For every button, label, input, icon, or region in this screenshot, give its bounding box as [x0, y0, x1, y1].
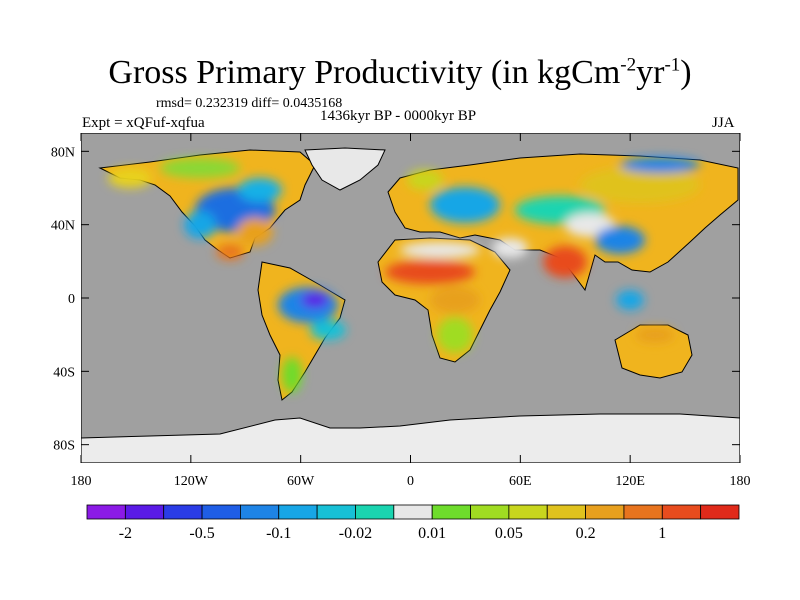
stats-label: rmsd= 0.232319 diff= 0.0435168 — [156, 96, 343, 111]
colorbar-swatch — [201, 504, 241, 520]
x-tick-label: 120W — [174, 474, 209, 489]
y-axis-ticks: 80N 40N 0 40S 80S — [51, 145, 740, 454]
land-greenland — [304, 147, 386, 191]
blob-southam-south — [282, 357, 302, 393]
x-tick-label: 0 — [407, 474, 414, 489]
y-tick-label: 40N — [51, 219, 75, 234]
colorbar-swatch — [355, 504, 395, 520]
colorbar-label: -2 — [119, 525, 132, 542]
blob-canada-north — [160, 158, 240, 178]
blob-europe — [430, 187, 500, 223]
blob-sahara — [400, 242, 480, 258]
y-tick-label: 40S — [53, 365, 75, 380]
colorbar-labels: -2 -0.5 -0.1 -0.02 0.01 0.05 0.2 1 — [119, 525, 667, 542]
blob-central-africa — [430, 286, 480, 314]
x-tick-label: 180 — [71, 474, 92, 489]
blob-amazon-core — [301, 292, 329, 308]
colorbar-swatch — [393, 504, 433, 520]
blob-hudson — [238, 178, 282, 202]
blob-alaska — [108, 168, 152, 188]
y-tick-label: 80S — [53, 439, 75, 454]
x-tick-label: 60W — [287, 474, 315, 489]
blob-india — [543, 246, 587, 278]
colorbar-swatch — [431, 504, 471, 520]
x-tick-label: 120E — [615, 474, 645, 489]
colorbar — [86, 504, 740, 520]
blob-us-east — [237, 218, 273, 246]
blob-scandinavia — [407, 170, 443, 190]
x-tick-label: 60E — [509, 474, 532, 489]
x-tick-label: 180 — [730, 474, 751, 489]
blob-south-africa — [437, 317, 473, 353]
colorbar-swatch — [546, 504, 586, 520]
colorbar-swatch — [278, 504, 318, 520]
colorbar-label: -0.02 — [339, 525, 372, 542]
colorbar-label: 0.2 — [576, 525, 596, 542]
colorbar-swatch — [124, 504, 165, 520]
colorbar-swatch — [661, 504, 702, 520]
y-tick-label: 0 — [68, 292, 75, 307]
blob-australia-north — [635, 327, 675, 343]
colorbar-swatch — [240, 504, 280, 520]
land-antarctica — [81, 413, 740, 463]
experiment-label: Expt = xQFuf-xqfua — [82, 115, 205, 131]
colorbar-swatch — [163, 504, 203, 520]
y-tick-label: 80N — [51, 145, 75, 160]
blob-brazil-east — [310, 320, 346, 340]
colorbar-swatch — [86, 504, 126, 520]
colorbar-swatch — [508, 504, 548, 520]
colorbar-label: -0.1 — [266, 525, 291, 542]
x-axis-ticks: 180 120W 60W 0 60E 120E 180 — [71, 133, 751, 489]
chart-title: Gross Primary Productivity (in kgCm-2yr-… — [108, 54, 692, 91]
blob-arctic-asia — [620, 157, 700, 173]
blob-mexico — [216, 244, 244, 260]
colorbar-swatch — [623, 504, 663, 520]
anomaly-fields — [108, 157, 700, 393]
colorbar-swatch — [316, 504, 356, 520]
period-label: 1436kyr BP - 0000kyr BP — [320, 108, 477, 124]
colorbar-label: -0.5 — [189, 525, 214, 542]
blob-se-asia — [616, 290, 644, 310]
blob-us-west — [184, 211, 216, 239]
colorbar-swatch — [585, 504, 625, 520]
colorbar-label: 0.01 — [418, 525, 446, 542]
blob-middle-east — [492, 238, 528, 258]
blob-siberia — [580, 167, 700, 203]
blob-china — [595, 226, 645, 254]
colorbar-label: 0.05 — [495, 525, 523, 542]
colorbar-label: 1 — [658, 525, 666, 542]
season-label: JJA — [712, 115, 735, 131]
blob-sahel — [385, 260, 475, 284]
colorbar-swatch — [470, 504, 510, 520]
colorbar-swatch — [700, 504, 740, 520]
